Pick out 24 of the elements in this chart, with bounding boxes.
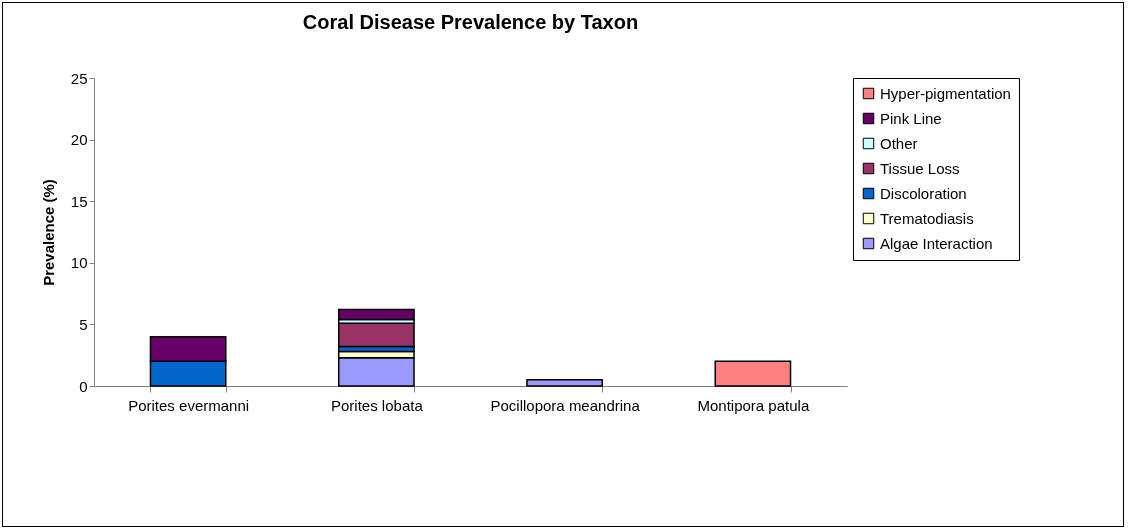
x-tick-label: Pocillopora meandrina [490, 396, 641, 414]
y-tick-label: 20 [70, 131, 88, 149]
legend-label: Other [880, 134, 918, 152]
legend-label: Pink Line [880, 109, 942, 127]
x-tick-label: Porites evermanni [128, 396, 250, 414]
bar [526, 379, 604, 387]
y-tick-label: 10 [70, 254, 88, 272]
y-tick-label: 5 [79, 315, 88, 333]
y-axis-title: Prevalence (%) [39, 179, 57, 286]
x-tick-label: Montipora patula [697, 396, 810, 414]
legend-label: Discoloration [880, 184, 967, 202]
chart-title: Coral Disease Prevalence by Taxon [302, 11, 639, 33]
legend-label: Trematodiasis [880, 209, 974, 227]
bar [337, 308, 415, 321]
y-tick-label: 0 [79, 377, 88, 395]
legend-label: Algae Interaction [880, 234, 993, 252]
bar [714, 360, 792, 387]
legend-label: Tissue Loss [880, 159, 960, 177]
y-tick-label: 15 [70, 192, 88, 210]
legend-label: Hyper-pigmentation [880, 84, 1011, 102]
x-tick-label: Porites lobata [331, 396, 424, 414]
bar [337, 356, 415, 387]
bar [337, 322, 415, 348]
y-tick-label: 25 [70, 69, 88, 87]
